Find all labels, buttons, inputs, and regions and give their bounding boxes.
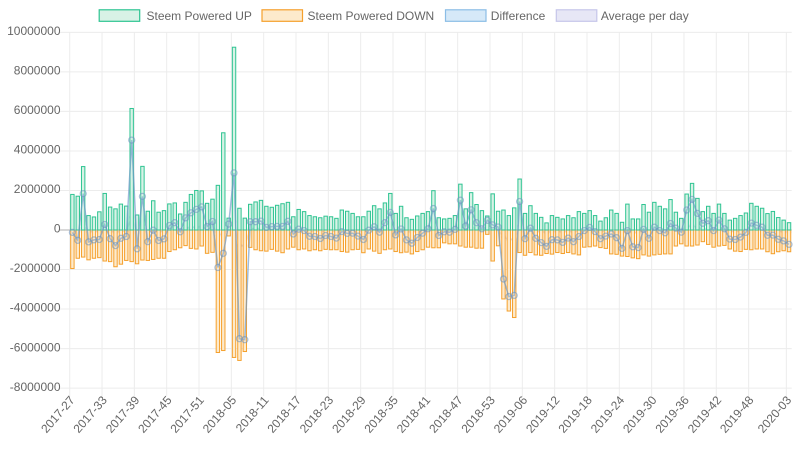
svg-text:-6000000: -6000000: [10, 340, 61, 354]
svg-text:8000000: 8000000: [14, 64, 61, 78]
svg-text:2000000: 2000000: [14, 182, 61, 196]
svg-text:Difference: Difference: [491, 9, 546, 23]
svg-text:-2000000: -2000000: [10, 261, 61, 275]
svg-text:-8000000: -8000000: [10, 380, 61, 394]
svg-text:-4000000: -4000000: [10, 301, 61, 315]
svg-text:0: 0: [54, 222, 61, 236]
svg-text:Average per day: Average per day: [601, 9, 689, 23]
svg-text:10000000: 10000000: [7, 24, 61, 38]
svg-text:6000000: 6000000: [14, 103, 61, 117]
svg-text:Steem Powered UP: Steem Powered UP: [147, 9, 252, 23]
svg-text:Steem Powered DOWN: Steem Powered DOWN: [308, 9, 435, 23]
svg-text:4000000: 4000000: [14, 143, 61, 157]
